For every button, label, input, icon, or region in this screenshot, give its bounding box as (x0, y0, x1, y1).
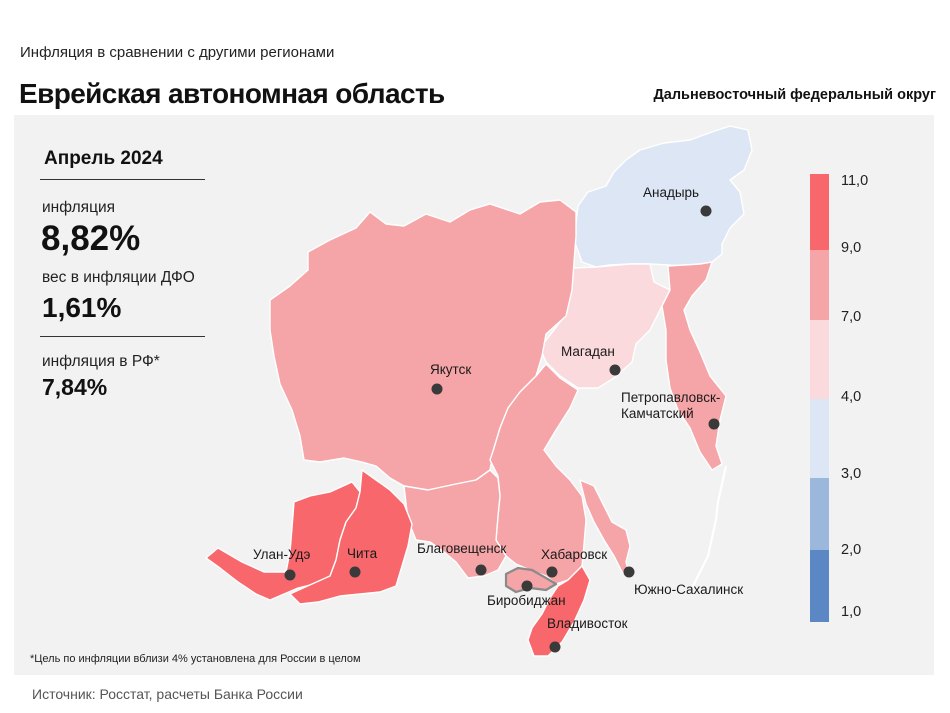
city-marker (623, 566, 635, 578)
rf-inflation-value: 7,84% (42, 373, 108, 400)
city-label-blagoveshchensk: Благовещенск (417, 541, 506, 556)
region-yakutia (269, 199, 577, 491)
scale-label: 9,0 (841, 240, 862, 256)
inflation-label: инфляция (42, 199, 115, 216)
inflation-value: 8,82% (41, 219, 141, 258)
period-label: Апрель 2024 (40, 145, 205, 180)
region-magadan (539, 263, 671, 389)
city-marker (708, 418, 720, 430)
district-label: Дальневосточный федеральный округ (653, 87, 936, 103)
region-kamchatka (661, 261, 727, 471)
subtitle: Инфляция в сравнении с другими регионами (20, 44, 335, 61)
source-note: Источник: Росстат, расчеты Банка России (32, 686, 303, 702)
region-primorsky (527, 565, 591, 657)
city-label-yuzhno-sakhalinsk: Южно-Сахалинск (634, 582, 743, 597)
region-jewish-ao (504, 566, 558, 594)
city-label-ulan-ude: Улан-Удэ (253, 547, 311, 562)
scale-segment-6 (810, 550, 829, 622)
city-label-magadan: Магадан (561, 344, 615, 359)
region-zabaykalsky (289, 469, 413, 605)
city-label-anadyr: Анадырь (643, 185, 699, 200)
city-label-vladivostok: Владивосток (547, 616, 628, 631)
city-marker (349, 566, 361, 578)
rf-inflation-label: инфляция в РФ* (42, 352, 160, 370)
weight-value: 1,61% (42, 291, 122, 323)
city-marker (546, 566, 558, 578)
stats-divider (40, 335, 205, 337)
scale-segment-1 (810, 174, 829, 250)
scale-label: 11,0 (841, 173, 869, 189)
city-marker (549, 641, 561, 653)
scale-label: 1,0 (841, 604, 862, 620)
city-label-yakutsk: Якутск (430, 362, 471, 377)
scale-segment-5 (810, 478, 829, 550)
stats-block: Апрель 2024 инфляция 8,82% вес в инфляци… (40, 145, 205, 401)
city-label-khabarovsk: Хабаровск (541, 547, 607, 562)
city-marker (609, 364, 621, 376)
scale-segment-3 (810, 320, 829, 399)
page-title: Еврейская автономная область (19, 78, 445, 109)
scale-label: 3,0 (841, 466, 862, 482)
city-label-petropavlovsk-1: Петропавловск- (621, 390, 720, 405)
kuril-islands (691, 465, 728, 589)
region-amur (403, 469, 507, 579)
city-marker (521, 580, 533, 592)
weight-label: вес в инфляции ДФО (42, 268, 195, 286)
scale-label: 4,0 (841, 389, 862, 405)
city-marker (284, 569, 296, 581)
city-label-birobidzhan: Биробиджан (487, 593, 566, 608)
city-marker (475, 564, 487, 576)
scale-label: 7,0 (841, 309, 862, 325)
footnote: *Цель по инфляции вблизи 4% установлена … (30, 653, 361, 665)
city-label-chita: Чита (347, 546, 378, 561)
scale-segment-4 (810, 399, 829, 478)
city-marker (700, 205, 712, 217)
scale-segment-2 (810, 250, 829, 320)
city-label-petropavlovsk-2: Камчатский (621, 406, 694, 421)
city-marker (431, 383, 443, 395)
scale-label: 2,0 (841, 542, 862, 558)
